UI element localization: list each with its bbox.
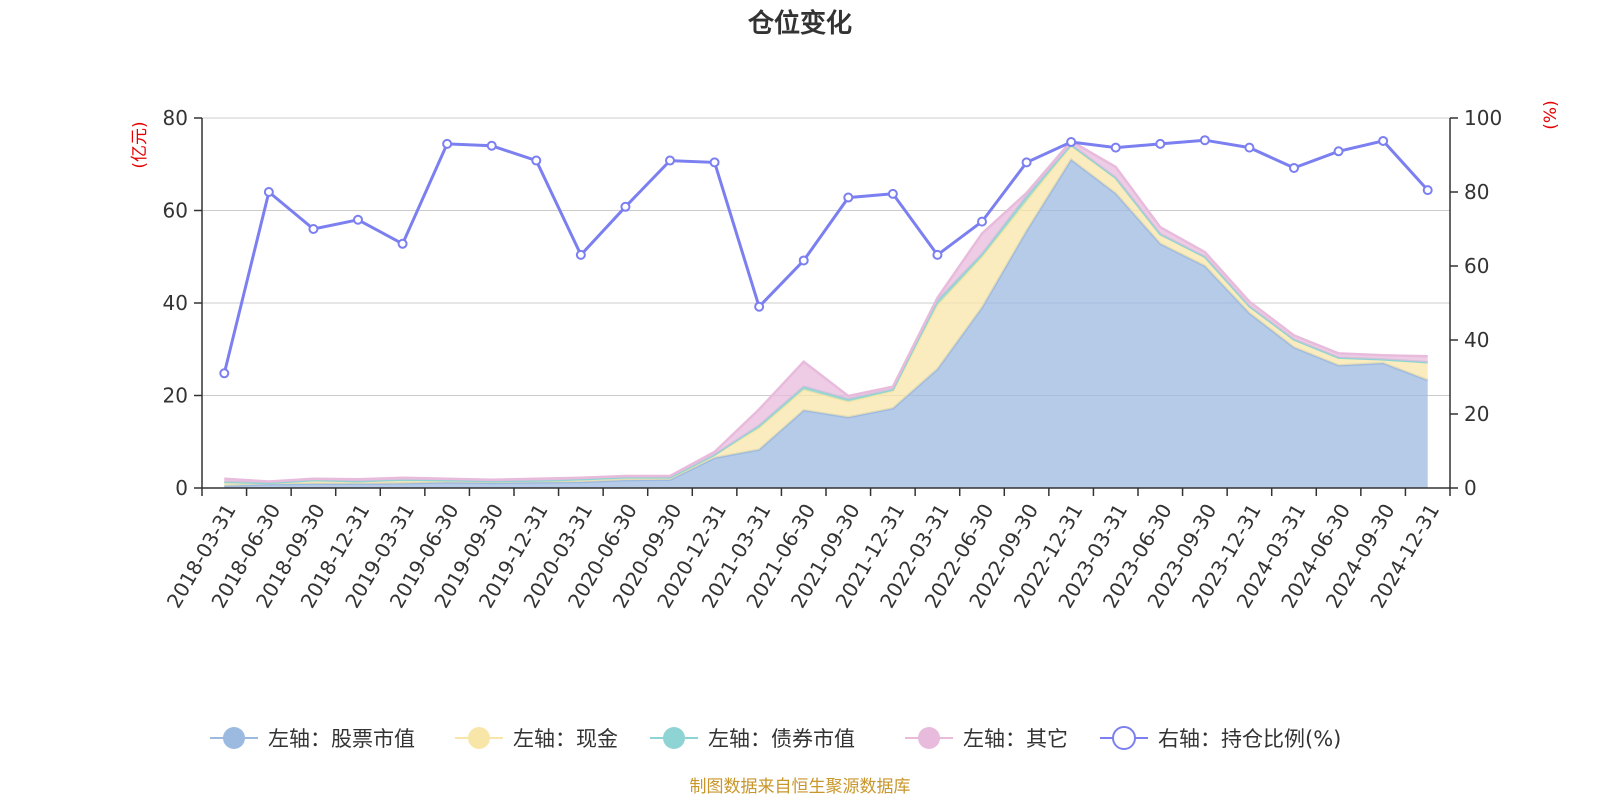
ratio-point bbox=[620, 201, 631, 212]
ratio-point bbox=[1110, 142, 1121, 153]
legend-label: 左轴：其它 bbox=[963, 727, 1068, 751]
legend-marker bbox=[663, 727, 685, 749]
ratio-point bbox=[1422, 185, 1433, 196]
ratio-line-layer bbox=[219, 135, 1433, 379]
left-axis-tick-label: 0 bbox=[175, 476, 188, 500]
legend-label: 左轴：债券市值 bbox=[708, 727, 855, 751]
ratio-point bbox=[1066, 137, 1077, 148]
ratio-point bbox=[353, 214, 363, 225]
left-axis-tick-label: 40 bbox=[163, 291, 188, 315]
ratio-point bbox=[1199, 135, 1210, 146]
chart-title: 仓位变化 bbox=[747, 8, 852, 39]
left-axis-tick-label: 20 bbox=[163, 384, 188, 408]
legend-item: 左轴：现金 bbox=[455, 727, 618, 751]
legend-item: 左轴：股票市值 bbox=[210, 727, 415, 751]
ratio-point bbox=[486, 140, 497, 151]
legend-item: 左轴：其它 bbox=[905, 727, 1068, 751]
legend-marker bbox=[918, 727, 940, 749]
area-series-1 bbox=[224, 159, 1428, 488]
ratio-point bbox=[709, 157, 720, 168]
legend-hollow-marker bbox=[1112, 726, 1136, 750]
legend-label: 左轴：现金 bbox=[513, 727, 618, 751]
ratio-point bbox=[1021, 157, 1032, 168]
legend-label: 右轴：持仓比例(%) bbox=[1158, 727, 1341, 751]
ratio-point bbox=[1333, 146, 1344, 157]
ratio-point bbox=[531, 155, 542, 166]
right-axis-tick-label: 20 bbox=[1464, 402, 1489, 426]
area-series-4-edge bbox=[224, 139, 1428, 483]
ratio-point bbox=[1378, 135, 1389, 146]
ratio-point bbox=[308, 224, 319, 234]
legend-label: 左轴：股票市值 bbox=[268, 727, 415, 751]
ratio-point bbox=[1244, 142, 1255, 153]
ratio-point bbox=[575, 249, 586, 260]
ratio-point bbox=[1155, 138, 1166, 149]
right-axis-tick-label: 40 bbox=[1464, 328, 1489, 352]
ratio-point bbox=[665, 155, 675, 166]
left-axis-unit: (亿元) bbox=[130, 121, 150, 168]
ratio-point bbox=[798, 255, 809, 266]
data-source-note: 制图数据来自恒生聚源数据库 bbox=[690, 777, 911, 797]
ratio-point bbox=[442, 138, 453, 149]
right-axis-tick-label: 80 bbox=[1464, 180, 1489, 204]
ratio-point bbox=[887, 188, 898, 199]
right-axis-tick-label: 0 bbox=[1464, 476, 1477, 500]
right-axis-unit: (%) bbox=[1541, 100, 1561, 129]
stacked-areas bbox=[224, 139, 1429, 488]
legend-marker bbox=[223, 727, 245, 749]
ratio-point bbox=[754, 301, 765, 312]
legend: 左轴：股票市值 左轴：现金 左轴：债券市值 左轴：其它 右轴：持仓比例(%) bbox=[210, 726, 1341, 751]
ratio-point bbox=[397, 238, 408, 249]
legend-item: 左轴：债券市值 bbox=[650, 727, 855, 751]
right-axis-tick-label: 60 bbox=[1464, 254, 1489, 278]
ratio-point bbox=[932, 249, 943, 260]
legend-item: 右轴：持仓比例(%) bbox=[1100, 726, 1341, 751]
ratio-point bbox=[219, 368, 230, 379]
right-axis-tick-label: 100 bbox=[1464, 106, 1502, 130]
ratio-point bbox=[843, 192, 854, 203]
legend-marker bbox=[468, 727, 490, 749]
left-axis-tick-label: 80 bbox=[163, 106, 188, 130]
ratio-point bbox=[263, 187, 274, 197]
ratio-line bbox=[222, 138, 1429, 374]
ratio-point bbox=[1289, 162, 1299, 173]
ratio-point bbox=[977, 216, 987, 227]
left-axis-tick-label: 60 bbox=[163, 199, 188, 223]
